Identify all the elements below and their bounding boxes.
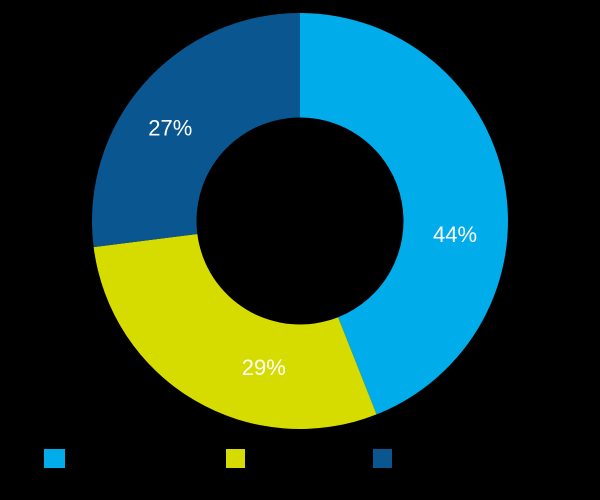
svg-text:44%: 44%	[433, 222, 477, 247]
svg-text:29%: 29%	[242, 355, 286, 380]
svg-text:27%: 27%	[148, 115, 192, 140]
